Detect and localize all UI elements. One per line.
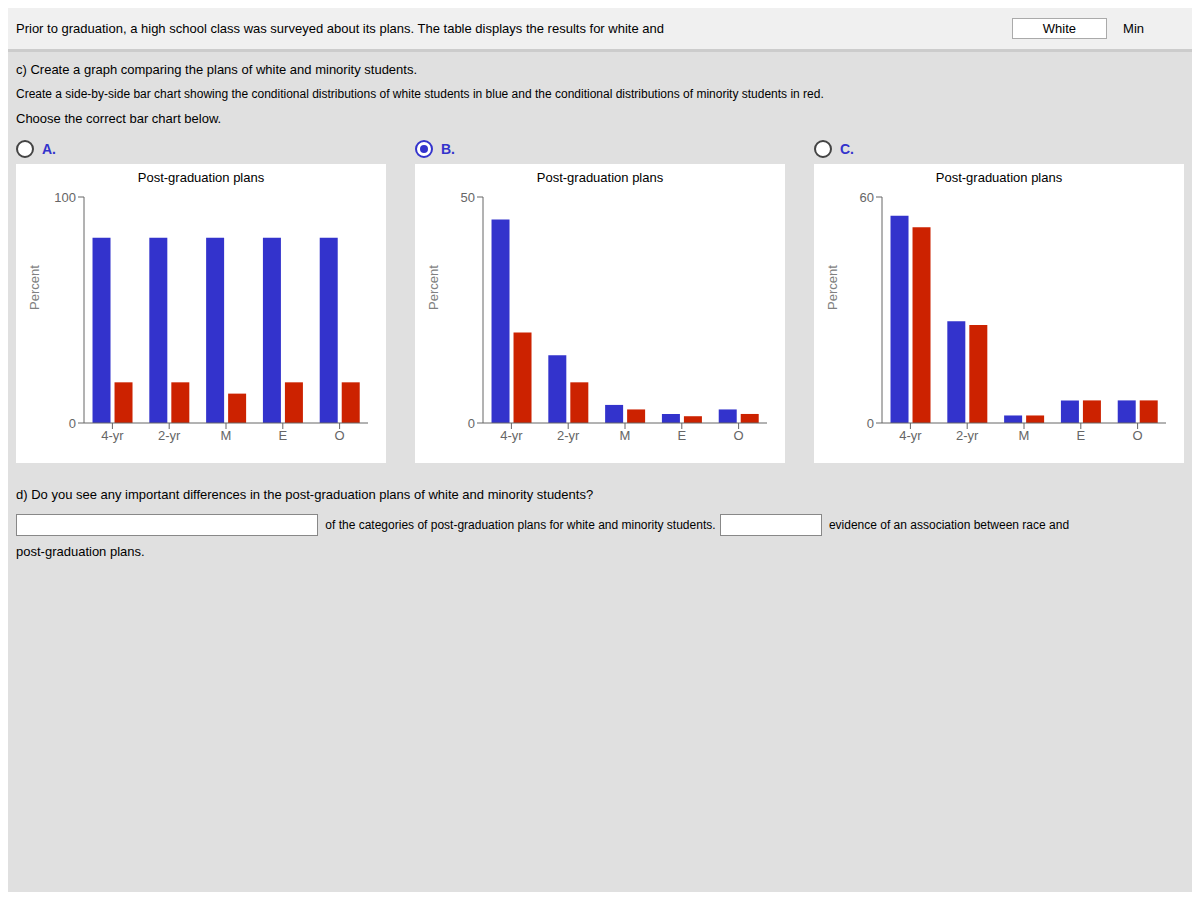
svg-text:2-yr: 2-yr xyxy=(158,428,181,443)
svg-text:O: O xyxy=(734,428,744,443)
html-text:Post-graduation plans: Post-graduation plans xyxy=(935,170,1063,185)
svg-text:0: 0 xyxy=(69,416,76,431)
svg-text:M: M xyxy=(620,428,631,443)
svg-text:60: 60 xyxy=(860,190,874,205)
html-text:Post-graduation plans: Post-graduation plans xyxy=(137,170,265,185)
html-text:evidence of an association bet: evidence of an association between race … xyxy=(825,518,1070,532)
svg-text:O: O xyxy=(335,428,345,443)
html-text:Min: Min xyxy=(1123,21,1144,36)
svg-text:0: 0 xyxy=(468,416,475,431)
svg-text:Percent: Percent xyxy=(426,265,441,310)
svg-text:E: E xyxy=(278,428,287,443)
html-text:C.: C. xyxy=(840,141,854,157)
html-text:Post-graduation plans: Post-graduation plans xyxy=(536,170,664,185)
html-text:B.: B. xyxy=(441,141,455,157)
svg-text:Percent: Percent xyxy=(825,265,840,310)
svg-text:50: 50 xyxy=(461,190,475,205)
svg-text:2-yr: 2-yr xyxy=(557,428,580,443)
svg-text:4-yr: 4-yr xyxy=(500,428,523,443)
html-text:Choose the correct bar chart b: Choose the correct bar chart below. xyxy=(16,111,222,126)
svg-text:2-yr: 2-yr xyxy=(956,428,979,443)
html-text:A.: A. xyxy=(42,141,56,157)
svg-text:0: 0 xyxy=(867,416,874,431)
svg-text:E: E xyxy=(677,428,686,443)
html-text:post-graduation plans.: post-graduation plans. xyxy=(16,544,145,559)
html-text:White: White xyxy=(1042,21,1076,36)
svg-text:E: E xyxy=(1076,428,1085,443)
html-text:Create a side-by-side bar char: Create a side-by-side bar chart showing … xyxy=(16,87,824,101)
html-text:Prior to graduation, a high sc: Prior to graduation, a high school class… xyxy=(16,21,664,36)
html-text:d) Do you see any important di: d) Do you see any important differences … xyxy=(16,487,594,502)
html-text:c) Create a graph comparing th: c) Create a graph comparing the plans of… xyxy=(16,62,417,77)
svg-text:Percent: Percent xyxy=(27,265,42,310)
svg-text:O: O xyxy=(1133,428,1143,443)
svg-text:M: M xyxy=(1019,428,1030,443)
svg-text:M: M xyxy=(221,428,232,443)
html-text:of the categories of post-grad: of the categories of post-graduation pla… xyxy=(322,518,716,532)
svg-text:4-yr: 4-yr xyxy=(101,428,124,443)
svg-text:4-yr: 4-yr xyxy=(899,428,922,443)
svg-text:100: 100 xyxy=(54,190,76,205)
